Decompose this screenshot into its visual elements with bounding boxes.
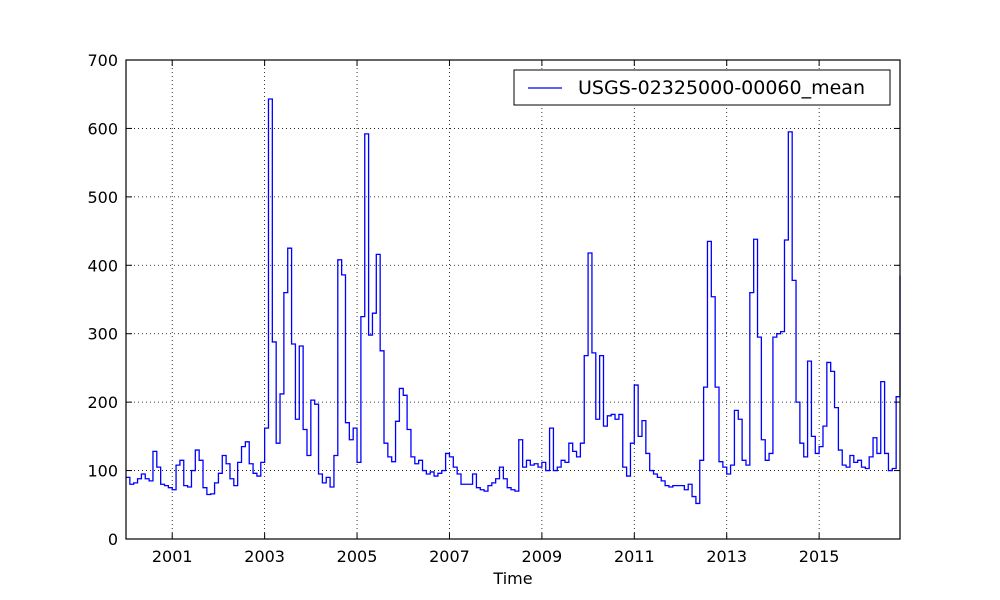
x-tick-label: 2013 [706,547,747,566]
legend-entry: USGS-02325000-00060_mean [578,77,865,99]
plot-frame [125,59,901,540]
x-tick-label: 2001 [152,547,193,566]
x-tick-label: 2009 [522,547,563,566]
y-tick-label: 600 [87,119,118,138]
x-tick-label: 2011 [614,547,655,566]
y-tick-label: 400 [87,256,118,275]
x-tick-label: 2007 [429,547,470,566]
x-axis: 2001 2003 2005 2007 2009 2011 2013 2015 [152,60,840,566]
grid [126,60,900,539]
y-tick-label: 700 [87,51,118,70]
legend: USGS-02325000-00060_mean [513,69,891,106]
legend-box [513,69,891,106]
series-line-group [126,98,901,505]
x-tick-label: 2015 [799,547,840,566]
x-tick-label: 2003 [244,547,285,566]
x-tick-label: 2005 [337,547,378,566]
y-tick-label: 500 [87,188,118,207]
series-line [126,98,901,505]
y-tick-label: 100 [87,462,118,481]
y-tick-label: 300 [87,325,118,344]
y-tick-label: 200 [87,393,118,412]
y-tick-label: 0 [108,530,118,549]
y-axis: 0 100 200 300 400 500 600 700 [87,51,900,549]
x-axis-label: Time [492,569,532,588]
